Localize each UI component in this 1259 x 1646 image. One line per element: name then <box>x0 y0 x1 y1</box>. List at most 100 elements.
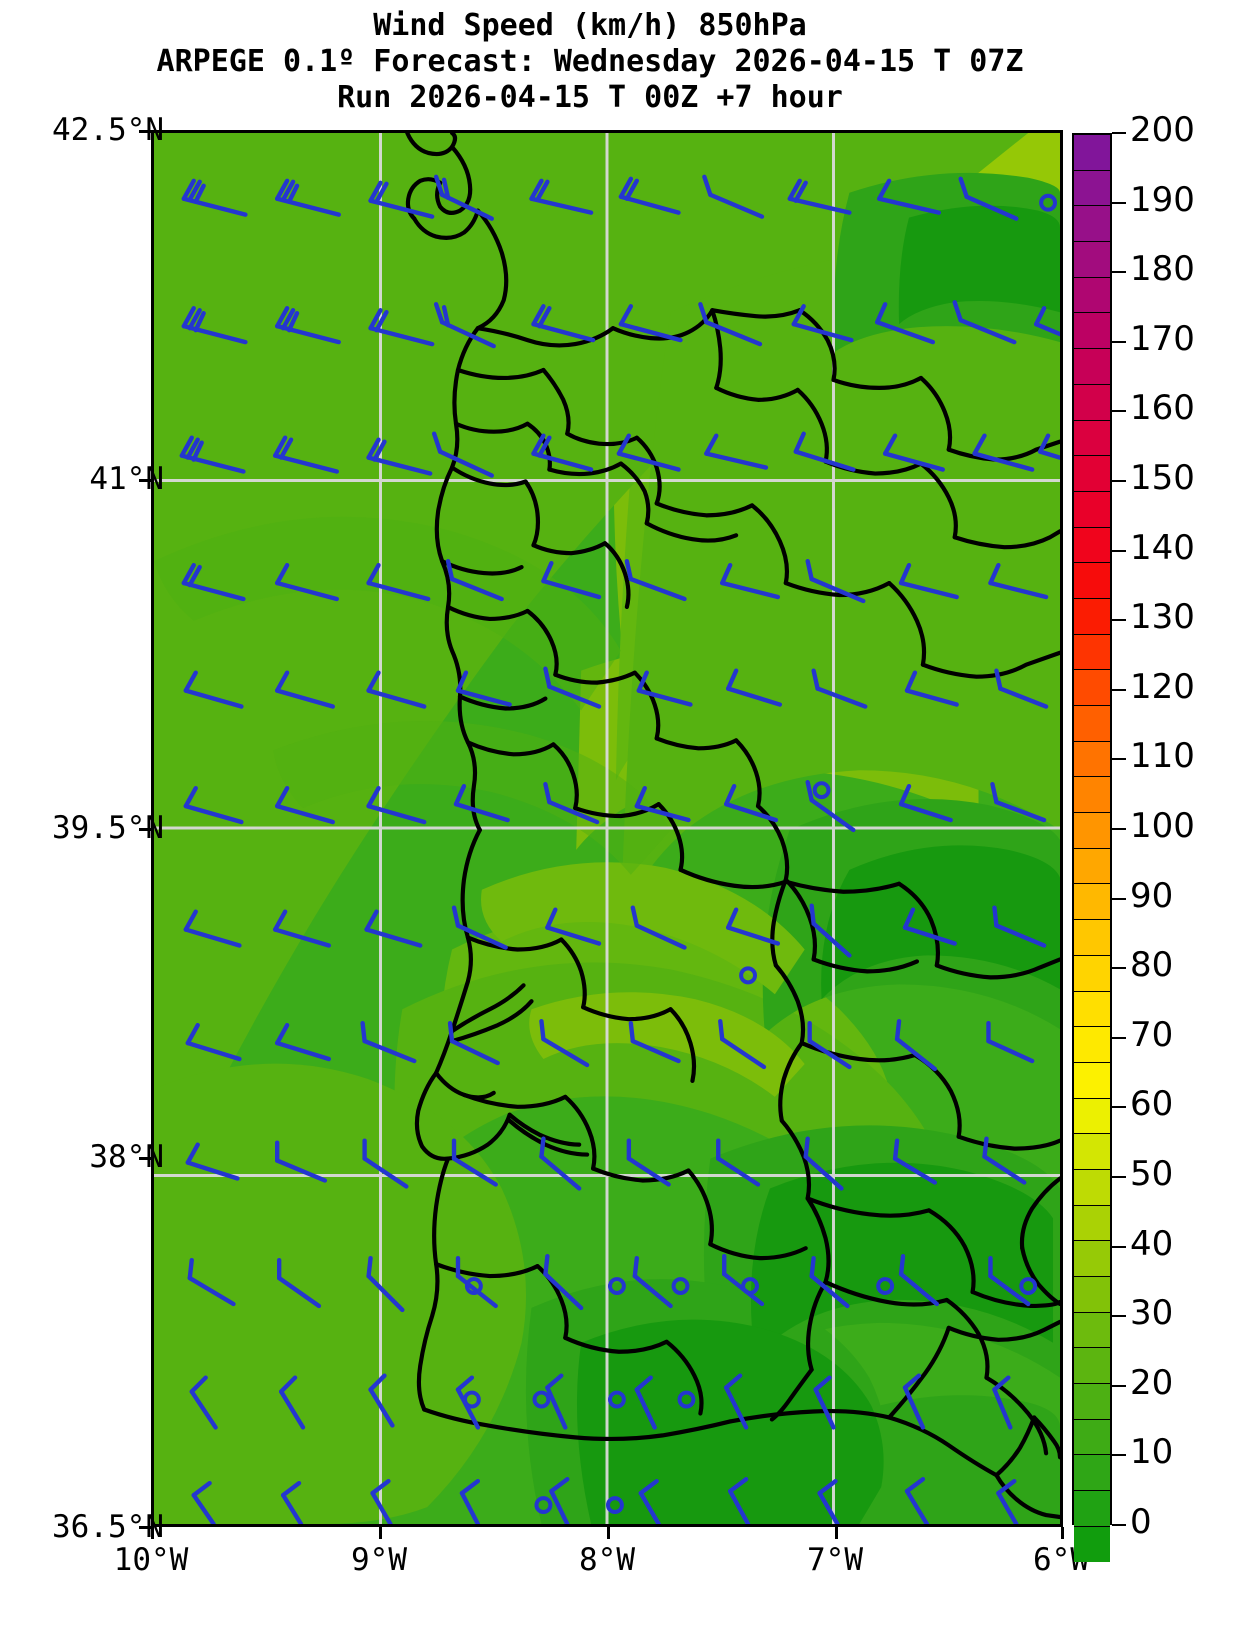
colorbar-tick-mark <box>1112 1524 1126 1526</box>
colorbar-band <box>1074 776 1110 813</box>
colorbar-band <box>1074 1490 1110 1526</box>
y-axis-tick-mark <box>139 828 151 831</box>
y-axis-tick-label: 38°N <box>89 1139 164 1175</box>
colorbar-tick-label: 70 <box>1130 1014 1174 1055</box>
x-axis-tick-mark <box>1061 1527 1064 1539</box>
colorbar-band <box>1074 383 1110 420</box>
x-axis-tick-mark <box>379 1527 382 1539</box>
colorbar-tick-mark <box>1112 1454 1126 1457</box>
map-plot-area[interactable] <box>151 130 1063 1527</box>
x-axis-tick-label: 10°W <box>113 1542 189 1578</box>
colorbar-tick-label: 190 <box>1130 179 1195 220</box>
colorbar-band <box>1074 669 1110 705</box>
colorbar-tick-mark <box>1112 619 1126 622</box>
colorbar-tick-mark <box>1112 132 1126 134</box>
y-axis-tick-mark <box>139 130 151 133</box>
colorbar-tick-label: 80 <box>1130 945 1174 986</box>
colorbar-tick-mark <box>1112 340 1126 343</box>
colorbar-band <box>1074 954 1110 991</box>
chart-title-block: Wind Speed (km/h) 850hPa ARPEGE 0.1º For… <box>0 8 1180 116</box>
colorbar-tick-label: 200 <box>1130 110 1195 150</box>
x-axis-tick-label: 7°W <box>807 1542 863 1578</box>
y-axis-tick-mark <box>139 479 151 482</box>
colorbar-tick-label: 0 <box>1130 1502 1152 1542</box>
colorbar-band <box>1074 241 1110 277</box>
colorbar-band <box>1074 597 1110 634</box>
colorbar-band <box>1074 1133 1110 1169</box>
colorbar-tick-label: 40 <box>1130 1223 1174 1264</box>
colorbar-band <box>1074 1347 1110 1384</box>
x-axis-tick-mark <box>607 1527 610 1539</box>
colorbar-tick-label: 60 <box>1130 1084 1174 1125</box>
colorbar-tick-mark <box>1112 1106 1126 1109</box>
colorbar-tick-mark <box>1112 410 1126 413</box>
colorbar-band <box>1074 1383 1110 1419</box>
colorbar-band <box>1074 1026 1110 1062</box>
colorbar-tick-mark <box>1112 967 1126 970</box>
colorbar-tick-label: 100 <box>1130 806 1195 846</box>
colorbar-tick-mark <box>1112 271 1126 274</box>
colorbar-tick-label: 140 <box>1130 527 1195 568</box>
colorbar-band <box>1074 455 1110 491</box>
colorbar-band <box>1074 135 1110 170</box>
x-axis-tick-label: 6°W <box>1033 1542 1089 1578</box>
colorbar-band <box>1074 490 1110 527</box>
colorbar-tick-mark <box>1112 1176 1126 1178</box>
colorbar-tick-mark <box>1112 758 1126 761</box>
colorbar-band <box>1074 883 1110 920</box>
colorbar-band <box>1074 633 1110 670</box>
colorbar-tick-label: 160 <box>1130 388 1195 429</box>
colorbar-band <box>1074 919 1110 955</box>
colorbar-band <box>1074 990 1110 1027</box>
colorbar-band <box>1074 526 1110 563</box>
colorbar-tick-mark <box>1112 1245 1126 1248</box>
colorbar-band <box>1074 1097 1110 1134</box>
x-axis-tick-mark <box>151 1527 154 1539</box>
colorbar-band <box>1074 740 1110 777</box>
colorbar-tick-mark <box>1112 688 1126 691</box>
colorbar-tick-mark <box>1112 1315 1126 1318</box>
y-axis-tick-label: 41°N <box>89 461 164 497</box>
colorbar-tick-mark <box>1112 480 1126 482</box>
colorbar-tick-label: 120 <box>1130 666 1195 707</box>
colorbar-band <box>1074 562 1110 598</box>
colorbar-tick-label: 180 <box>1130 249 1195 290</box>
colorbar-band <box>1074 419 1110 456</box>
colorbar-band <box>1074 169 1110 206</box>
x-axis-tick-label: 9°W <box>351 1542 407 1578</box>
colorbar-band <box>1074 348 1110 384</box>
colorbar-band <box>1074 205 1110 242</box>
colorbar-band <box>1074 1240 1110 1276</box>
colorbar-tick-label: 150 <box>1130 458 1195 498</box>
colorbar-band <box>1074 276 1110 313</box>
title-line-1: Wind Speed (km/h) 850hPa <box>373 8 807 43</box>
colorbar-tick-label: 110 <box>1130 736 1195 777</box>
colorbar-band <box>1074 1061 1110 1098</box>
colorbar-tick-label: 170 <box>1130 318 1195 359</box>
title-line-3: Run 2026-04-15 T 00Z +7 hour <box>337 80 843 115</box>
colorbar-band <box>1074 705 1110 741</box>
colorbar-tick-mark <box>1112 828 1126 830</box>
colorbar-tick-label: 20 <box>1130 1362 1174 1403</box>
colorbar-tick-label: 90 <box>1130 875 1174 916</box>
colorbar[interactable] <box>1072 133 1112 1562</box>
wind-speed-map <box>154 133 1060 1524</box>
colorbar-tick-mark <box>1112 201 1126 204</box>
colorbar-tick-mark <box>1112 549 1126 552</box>
y-axis-tick-mark <box>139 1526 151 1529</box>
colorbar-tick-mark <box>1112 897 1126 900</box>
colorbar-tick-label: 130 <box>1130 597 1195 638</box>
colorbar-band <box>1074 812 1110 848</box>
x-axis-tick-label: 8°W <box>579 1542 635 1578</box>
colorbar-tick-mark <box>1112 1384 1126 1387</box>
colorbar-band <box>1074 1525 1110 1562</box>
colorbar-tick-label: 10 <box>1130 1432 1174 1473</box>
colorbar-band <box>1074 312 1110 349</box>
colorbar-band <box>1074 847 1110 884</box>
colorbar-band <box>1074 1168 1110 1205</box>
y-axis-tick-mark <box>139 1157 151 1160</box>
colorbar-band <box>1074 1311 1110 1348</box>
colorbar-band <box>1074 1204 1110 1241</box>
colorbar-tick-mark <box>1112 1036 1126 1039</box>
colorbar-tick-label: 30 <box>1130 1293 1174 1334</box>
